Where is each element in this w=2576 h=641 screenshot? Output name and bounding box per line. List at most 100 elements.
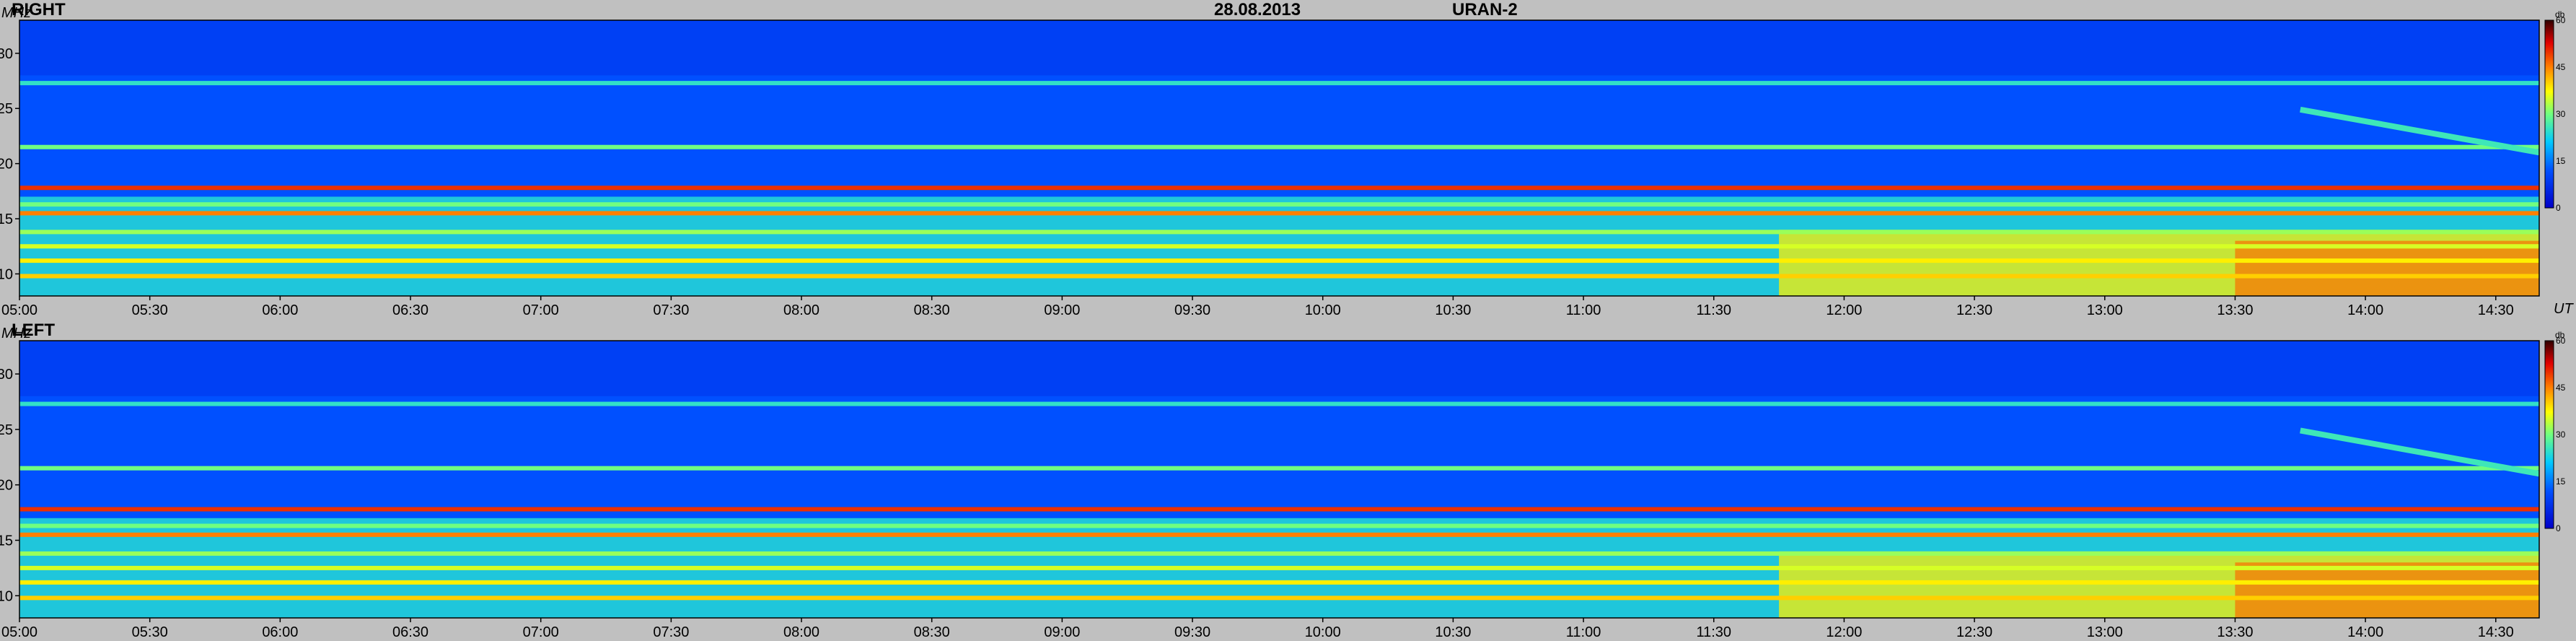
colorbar-tick-label: 15 bbox=[2556, 156, 2566, 166]
colorbar-unit-label: db bbox=[2555, 330, 2565, 340]
x-tick-label: 12:30 bbox=[1956, 302, 1992, 318]
spectrogram-band bbox=[19, 81, 2539, 86]
panel-title-right: RIGHT bbox=[12, 0, 66, 19]
x-tick-label: 08:30 bbox=[914, 302, 950, 318]
colorbar-tick-label: 60 bbox=[2556, 336, 2566, 346]
spectrogram-band bbox=[19, 466, 2539, 471]
x-tick-label: 08:00 bbox=[783, 302, 819, 318]
colorbar-tick-label: 30 bbox=[2556, 429, 2566, 440]
y-tick-label: 15 bbox=[0, 212, 13, 227]
y-tick-label: 10 bbox=[0, 588, 13, 604]
spectrogram-band bbox=[19, 565, 2539, 570]
x-tick-label: 11:30 bbox=[1696, 624, 1731, 640]
y-tick-label: 15 bbox=[0, 533, 13, 549]
panel-title-left: LEFT bbox=[12, 320, 55, 340]
x-tick-label: 11:30 bbox=[1696, 302, 1731, 318]
x-tick-label: 06:00 bbox=[262, 302, 298, 318]
x-tick-label: 10:00 bbox=[1305, 624, 1341, 640]
plot-frame bbox=[19, 19, 2540, 297]
x-tick-label: 07:00 bbox=[523, 302, 559, 318]
spectrogram-band bbox=[19, 532, 2539, 537]
colorbar-tick-label: 45 bbox=[2556, 62, 2566, 72]
x-tick-label: 06:30 bbox=[392, 302, 428, 318]
spectrogram-panel-left: 10 15 20 25 30 05:00 05:30 06:00 06:30 07:00 07:30… bbox=[0, 330, 2566, 640]
colorbar-tick-label: 0 bbox=[2556, 203, 2561, 213]
x-tick-label: 14:30 bbox=[2478, 302, 2514, 318]
spectrogram-high-freq-zone bbox=[19, 341, 2539, 396]
x-tick-label: 09:30 bbox=[1174, 624, 1210, 640]
spectrogram-high-freq-zone bbox=[19, 20, 2539, 76]
x-tick-label: 09:30 bbox=[1174, 302, 1210, 318]
x-tick-label: 09:00 bbox=[1044, 302, 1080, 318]
spectrogram-band bbox=[19, 596, 2539, 601]
spectrogram-band bbox=[19, 244, 2539, 249]
x-tick-label: 10:00 bbox=[1305, 302, 1341, 318]
spectrogram-band bbox=[19, 144, 2539, 149]
x-tick-label: 05:30 bbox=[132, 302, 168, 318]
x-tick-label: 05:00 bbox=[1, 624, 38, 640]
x-tick-label: 12:00 bbox=[1826, 302, 1862, 318]
x-tick-label: 13:00 bbox=[2087, 624, 2123, 640]
x-unit-label-right: UT bbox=[2554, 301, 2573, 317]
x-tick-label: 11:00 bbox=[1566, 302, 1601, 318]
x-tick-label: 13:30 bbox=[2217, 624, 2253, 640]
spectrogram-band bbox=[19, 507, 2539, 512]
x-tick-label: 07:00 bbox=[523, 624, 559, 640]
x-tick-label: 06:30 bbox=[392, 624, 428, 640]
colorbar-tick-label: 45 bbox=[2556, 383, 2566, 393]
x-tick-label: 12:30 bbox=[1956, 624, 1992, 640]
x-tick-label: 13:30 bbox=[2217, 302, 2253, 318]
x-tick-label: 12:00 bbox=[1826, 624, 1862, 640]
spectrogram-band bbox=[19, 258, 2539, 263]
y-tick-label: 25 bbox=[0, 422, 13, 438]
colorbar-tick-label: 0 bbox=[2556, 523, 2561, 533]
y-tick-label: 30 bbox=[0, 46, 13, 62]
spectrogram-band bbox=[19, 551, 2539, 556]
x-tick-label: 05:00 bbox=[1, 302, 38, 318]
y-tick-label: 20 bbox=[0, 478, 13, 494]
x-tick-label: 08:00 bbox=[783, 624, 819, 640]
colorbar bbox=[2544, 340, 2554, 529]
x-tick-label: 11:00 bbox=[1566, 624, 1601, 640]
spectrogram-band bbox=[19, 401, 2539, 406]
spectrogram-late-enhancement bbox=[2235, 240, 2539, 296]
spectrogram-band bbox=[19, 580, 2539, 585]
colorbar-unit-label: db bbox=[2555, 9, 2565, 19]
spectrogram-late-enhancement bbox=[2235, 562, 2539, 618]
x-tick-label: 10:30 bbox=[1435, 624, 1471, 640]
y-unit-label-right: MHz bbox=[1, 5, 32, 21]
x-tick-label: 08:30 bbox=[914, 624, 950, 640]
instrument-label: URAN-2 bbox=[1452, 0, 1518, 19]
spectrogram-band bbox=[19, 230, 2539, 235]
y-tick-label: 20 bbox=[0, 157, 13, 173]
x-tick-label: 09:00 bbox=[1044, 624, 1080, 640]
spectrogram-band bbox=[19, 186, 2539, 191]
x-tick-label: 07:30 bbox=[653, 624, 689, 640]
spectrogram-drifting-burst bbox=[2300, 427, 2540, 477]
y-tick-label: 25 bbox=[0, 101, 13, 117]
spectrogram-drifting-burst bbox=[2300, 106, 2540, 156]
colorbar bbox=[2544, 19, 2554, 209]
y-tick-label: 30 bbox=[0, 367, 13, 383]
colorbar-tick-label: 60 bbox=[2556, 15, 2566, 25]
spectrogram-band bbox=[19, 202, 2539, 207]
x-tick-label: 10:30 bbox=[1435, 302, 1471, 318]
x-tick-label: 14:00 bbox=[2347, 624, 2383, 640]
colorbar-tick-label: 15 bbox=[2556, 476, 2566, 487]
spectrogram-band bbox=[19, 523, 2539, 528]
spectrogram-panel-right: 10 15 20 25 30 05:00 05:30 06:00 06:30 07:00 07:30… bbox=[0, 9, 2566, 318]
plot-frame bbox=[19, 340, 2540, 619]
x-tick-label: 14:00 bbox=[2347, 302, 2383, 318]
x-tick-label: 14:30 bbox=[2478, 624, 2514, 640]
spectrogram-band bbox=[19, 274, 2539, 279]
spectrogram-band bbox=[19, 211, 2539, 216]
x-tick-label: 05:30 bbox=[132, 624, 168, 640]
x-tick-label: 13:00 bbox=[2087, 302, 2123, 318]
y-unit-label-left: MHz bbox=[1, 326, 32, 341]
date-label: 28.08.2013 bbox=[1214, 0, 1301, 19]
y-tick-label: 10 bbox=[0, 266, 13, 282]
x-tick-label: 07:30 bbox=[653, 302, 689, 318]
x-tick-label: 06:00 bbox=[262, 624, 298, 640]
colorbar-tick-label: 30 bbox=[2556, 109, 2566, 119]
